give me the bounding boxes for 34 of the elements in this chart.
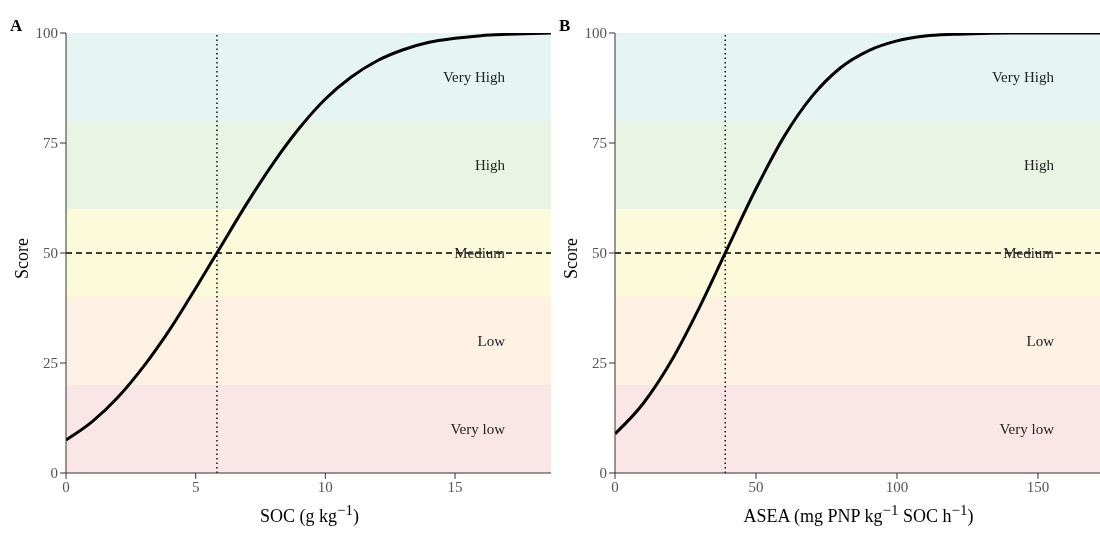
band-label: Very High	[442, 69, 506, 86]
band-label: Medium	[454, 245, 506, 262]
band-label: Very low	[450, 421, 506, 438]
band-label: High	[1024, 157, 1055, 174]
x-tick-label: 0	[611, 478, 619, 495]
y-axis-title: Score	[11, 238, 33, 279]
y-tick-label: 75	[43, 135, 58, 152]
y-tick-label: 100	[584, 25, 607, 42]
x-tick-label: 15	[447, 478, 463, 495]
y-tick-label: 100	[35, 25, 58, 42]
x-tick-label: 0	[62, 478, 70, 495]
y-tick-label: 0	[599, 465, 607, 482]
x-tick-label: 100	[885, 478, 909, 495]
x-tick-label: 10	[317, 478, 333, 495]
y-axis-title: Score	[560, 238, 582, 279]
y-tick-label: 75	[592, 135, 607, 152]
chart-title: A	[10, 16, 23, 36]
y-tick-label: 50	[592, 245, 607, 262]
band-label: Very low	[999, 421, 1055, 438]
y-tick-label: 50	[43, 245, 58, 262]
x-axis-title: ASEA (mg PNP kg$^{−1}$ SOC h$^{−1}$)	[742, 502, 975, 527]
band-label: Very High	[991, 69, 1055, 86]
band-label: Low	[1026, 333, 1055, 350]
y-tick-label: 25	[592, 355, 607, 372]
y-tick-label: 0	[50, 465, 58, 482]
band-label: Low	[477, 333, 506, 350]
chart-title: B	[559, 16, 571, 36]
band-label: Medium	[1003, 245, 1055, 262]
x-tick-label: 5	[191, 478, 200, 495]
y-tick-label: 25	[43, 355, 58, 372]
x-tick-label: 150	[1026, 478, 1050, 495]
x-tick-label: 50	[748, 478, 764, 495]
band-label: High	[475, 157, 506, 174]
x-axis-title: SOC (g kg$^{−1}$)	[259, 502, 360, 527]
